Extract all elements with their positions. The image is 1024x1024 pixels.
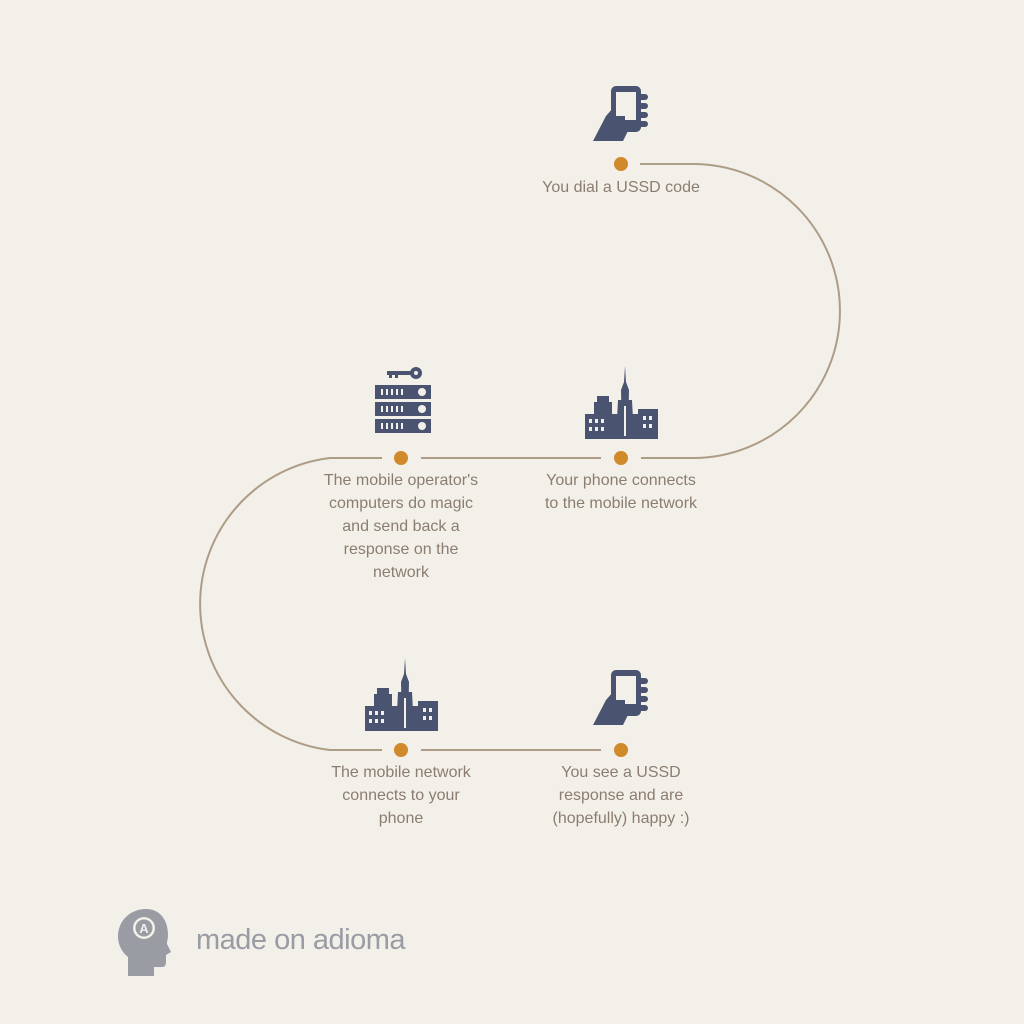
city-tower-icon <box>585 366 658 439</box>
logo-letter: A <box>139 921 149 936</box>
step-line: response on the <box>343 541 459 558</box>
step-line: The mobile network <box>331 764 471 781</box>
step-dot-dial <box>614 157 628 171</box>
phone-hand-icon <box>593 670 648 725</box>
step-line: network <box>372 564 430 581</box>
step-line: and send back a <box>342 518 460 535</box>
step-label-network: The mobile network connects to your phon… <box>281 761 521 830</box>
server-key-icon <box>375 367 431 433</box>
step-label-connect: Your phone connects to the mobile networ… <box>501 469 741 515</box>
city-tower-icon <box>365 658 438 731</box>
step-line: (hopefully) happy :) <box>552 810 690 827</box>
step-line: to the mobile network <box>544 495 698 512</box>
step-line: connects to your <box>342 787 460 804</box>
step-dot-response <box>614 743 628 757</box>
step-line: response and are <box>558 787 684 804</box>
head-logo-icon: A <box>118 909 171 976</box>
step-line: computers do magic <box>328 495 474 512</box>
step-label-dial: You dial a USSD code <box>501 176 741 199</box>
flow-path <box>199 163 841 751</box>
step-line: You see a USSD <box>561 764 681 781</box>
step-line: The mobile operator's <box>323 472 479 489</box>
step-dot-network <box>394 743 408 757</box>
step-label-operator: The mobile operator's computers do magic… <box>281 469 521 584</box>
step-label-response: You see a USSD response and are (hopeful… <box>501 761 741 830</box>
step-dot-connect <box>614 451 628 465</box>
step-dot-operator <box>394 451 408 465</box>
phone-hand-icon <box>593 86 648 141</box>
step-line: Your phone connects <box>546 472 696 489</box>
step-line: You dial a USSD code <box>542 179 700 196</box>
step-line: phone <box>378 810 424 827</box>
brand-text: made on adioma <box>196 924 406 956</box>
